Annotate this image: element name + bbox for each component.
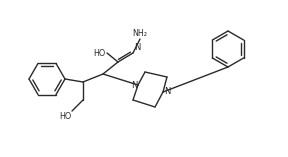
Text: N: N [134,43,140,52]
Text: N: N [131,81,137,89]
Text: N: N [164,87,170,97]
Text: NH₂: NH₂ [132,29,147,38]
Text: HO: HO [59,112,71,121]
Text: HO: HO [94,49,106,57]
